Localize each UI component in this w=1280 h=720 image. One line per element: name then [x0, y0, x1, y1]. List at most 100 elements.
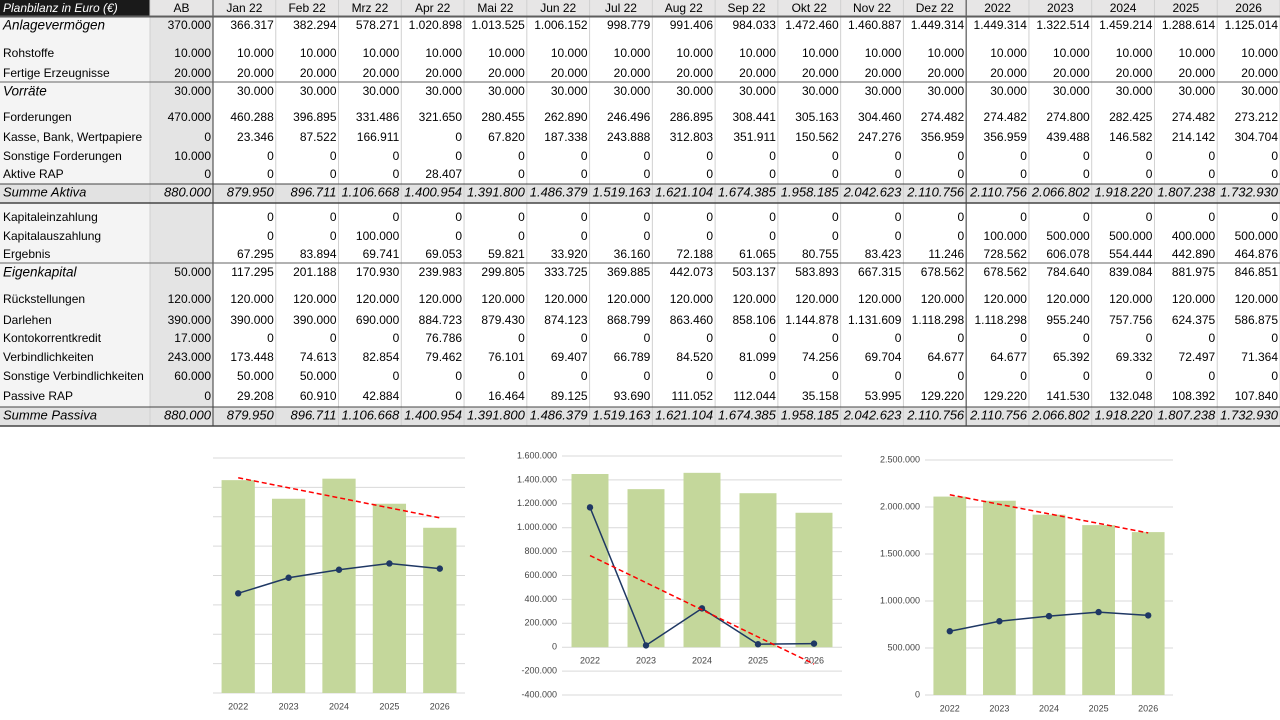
cell-value: 28.407 [425, 167, 462, 181]
cell-value: 120.000 [481, 292, 525, 306]
cell-value: 243.000 [168, 350, 212, 364]
bar [795, 512, 833, 648]
cell-value: 390.000 [168, 313, 212, 327]
cell-value: 0 [455, 369, 462, 383]
cell-value: 2.110.756 [906, 407, 965, 422]
cell-value: 108.392 [1172, 389, 1216, 403]
x-tick-label: 2024 [1039, 703, 1059, 713]
cell-value: 0 [393, 210, 400, 224]
x-tick-label: 2022 [940, 703, 960, 713]
cell-value: 82.854 [363, 350, 400, 364]
y-tick-label: 200.000 [524, 618, 557, 628]
cell-value: 1.449.314 [974, 18, 1028, 32]
y-tick-label: 600.000 [524, 570, 557, 580]
cell-value: 71.364 [1241, 350, 1278, 364]
cell-value: 274.482 [984, 110, 1028, 124]
cell-value: 0 [581, 149, 588, 163]
cell-value: 0 [895, 149, 902, 163]
cell-value: 120.000 [1172, 292, 1216, 306]
y-tick-label: -200.000 [521, 665, 557, 675]
cell-value: 0 [518, 149, 525, 163]
cell-value: 1.807.238 [1157, 184, 1216, 199]
cell-value: 0 [832, 331, 839, 345]
line-marker [1095, 608, 1102, 616]
cell-value: 173.448 [230, 350, 274, 364]
cell-value: 879.950 [227, 184, 275, 199]
cell-value: 0 [204, 167, 211, 181]
x-tick-label: 2025 [1089, 703, 1109, 713]
column-header: Aug 22 [665, 1, 703, 15]
cell-value: 583.893 [795, 265, 839, 279]
cell-value: 112.044 [733, 389, 776, 403]
cell-value: 10.000 [802, 46, 839, 60]
cell-value: 120.000 [230, 292, 274, 306]
cell-value: 0 [1083, 149, 1090, 163]
cell-value: 17.000 [174, 331, 211, 345]
bar [983, 500, 1016, 695]
cell-value: 0 [644, 229, 651, 243]
cell-value: 120.000 [732, 292, 776, 306]
cell-value: 286.895 [670, 110, 714, 124]
row-label: Verbindlichkeiten [3, 350, 94, 364]
column-header: 2023 [1047, 1, 1074, 15]
cell-value: 2.042.623 [843, 407, 903, 422]
cell-value: 1.918.220 [1095, 407, 1154, 422]
cell-value: 0 [455, 130, 462, 144]
cell-value: 61.065 [739, 247, 776, 261]
cell-value: 35.158 [802, 389, 839, 403]
column-header: Okt 22 [792, 1, 828, 15]
cell-value: 1.400.954 [404, 184, 462, 199]
cell-value: 0 [832, 229, 839, 243]
cell-value: 1.674.385 [718, 184, 777, 199]
cell-value: 879.950 [227, 407, 275, 422]
cell-value: 0 [1146, 149, 1153, 163]
cell-value: 0 [1146, 331, 1153, 345]
sum-row-bg [0, 407, 1280, 426]
cell-value: 0 [581, 331, 588, 345]
cell-value: 120.000 [356, 292, 400, 306]
row-label: Ergebnis [3, 247, 50, 261]
cell-value: 0 [330, 331, 337, 345]
cell-value: 0 [644, 149, 651, 163]
cell-value: 0 [895, 229, 902, 243]
cell-value: 10.000 [1116, 46, 1153, 60]
line-marker [642, 642, 650, 649]
cell-value: 331.486 [356, 110, 400, 124]
cell-value: 111.052 [672, 389, 714, 403]
cell-value: 0 [1271, 149, 1278, 163]
cell-value: 247.276 [858, 130, 902, 144]
cell-value: 0 [769, 149, 776, 163]
cell-value: 120.000 [293, 292, 337, 306]
y-tick-label: 500.000 [887, 642, 920, 652]
cell-value: 0 [393, 167, 400, 181]
bar [221, 480, 255, 693]
cell-value: 356.959 [921, 130, 965, 144]
cell-value: 1.459.214 [1099, 18, 1153, 32]
cell-value: 308.441 [732, 110, 776, 124]
cell-value: 120.000 [544, 292, 588, 306]
cell-value: 30.000 [1241, 84, 1278, 98]
column-header: AB [173, 1, 189, 15]
bar [683, 472, 721, 648]
cell-value: 0 [957, 149, 964, 163]
cell-value: 10.000 [488, 46, 525, 60]
header-bg [0, 0, 1280, 17]
x-tick-label: 2023 [636, 656, 656, 666]
cell-value: 30.000 [1179, 84, 1216, 98]
bar [739, 493, 777, 648]
cell-value: 120.000 [1046, 292, 1090, 306]
cell-value: 0 [706, 167, 713, 181]
cell-value: 0 [581, 210, 588, 224]
cell-value: 1.322.514 [1036, 18, 1090, 32]
cell-value: 20.000 [1116, 66, 1153, 80]
cell-value: 79.462 [425, 350, 462, 364]
cell-value: 10.000 [927, 46, 964, 60]
cell-value: 10.000 [1053, 46, 1090, 60]
cell-value: 0 [1020, 210, 1027, 224]
cell-value: 2.110.756 [969, 184, 1028, 199]
cell-value: 53.995 [865, 389, 902, 403]
cell-value: 10.000 [739, 46, 776, 60]
cell-value: 0 [267, 229, 274, 243]
